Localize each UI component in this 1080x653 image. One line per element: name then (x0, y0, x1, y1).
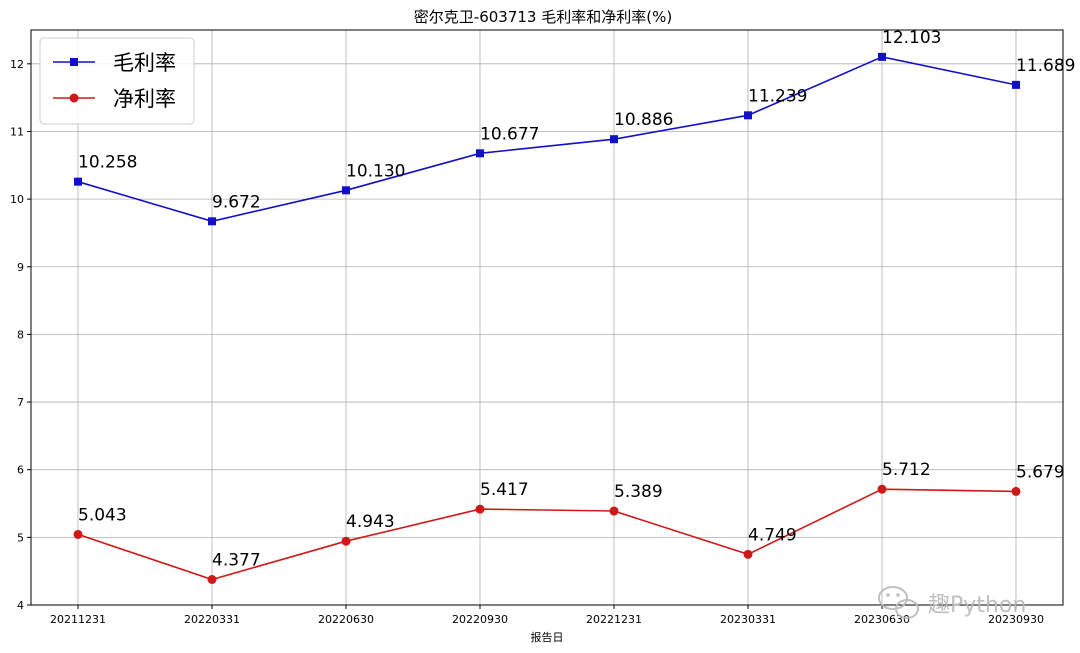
data-point-circle (207, 574, 217, 584)
x-axis-ticks: 20211231 20220331 20220630 20220930 20221231… (50, 605, 1044, 626)
x-tick-label: 20220930 (452, 613, 508, 626)
data-point-square (208, 217, 216, 226)
data-point-circle (1011, 486, 1021, 496)
legend-label-gross: 毛利率 (113, 51, 176, 75)
data-label: 5.712 (882, 460, 931, 480)
data-label: 10.677 (480, 124, 539, 144)
data-point-square (744, 111, 752, 120)
data-label: 9.672 (212, 192, 261, 212)
y-tick-label: 5 (17, 531, 24, 544)
data-label: 4.749 (748, 525, 797, 545)
data-point-circle (73, 529, 83, 539)
y-tick-label: 4 (17, 599, 24, 612)
data-label: 5.679 (1016, 462, 1065, 482)
x-tick-label: 20230630 (854, 613, 910, 626)
data-point-square (878, 52, 886, 61)
y-axis-ticks: 4 5 6 7 8 9 10 11 12 (10, 58, 31, 612)
y-tick-label: 12 (10, 58, 24, 71)
watermark: 趣Python (878, 586, 1026, 619)
data-label: 5.417 (480, 480, 529, 500)
watermark-text: 趣Python (928, 593, 1026, 618)
data-point-circle (341, 536, 351, 546)
legend: 毛利率 净利率 (39, 37, 195, 125)
data-point-circle (743, 549, 753, 559)
data-label: 12.103 (882, 28, 941, 48)
x-tick-label: 20220331 (184, 613, 240, 626)
data-label: 4.943 (346, 512, 395, 532)
x-tick-label: 20221231 (586, 613, 642, 626)
y-tick-label: 8 (17, 328, 24, 341)
data-label: 5.043 (78, 505, 127, 525)
x-axis-title: 报告日 (531, 630, 564, 644)
legend-box (39, 37, 195, 125)
data-point-square (1012, 80, 1020, 89)
data-label: 10.258 (78, 153, 137, 173)
legend-marker-gross (70, 58, 78, 66)
data-label: 5.389 (614, 482, 663, 502)
x-tick-label: 20211231 (50, 613, 106, 626)
y-tick-label: 11 (10, 125, 24, 138)
data-label: 4.377 (212, 550, 261, 570)
data-label: 10.130 (346, 161, 405, 181)
y-tick-label: 10 (10, 193, 24, 206)
data-point-circle (609, 506, 619, 516)
series-line-1 (77, 488, 1017, 581)
data-label: 11.239 (748, 86, 807, 106)
x-tick-label: 20230930 (988, 613, 1044, 626)
data-point-circle (475, 504, 485, 514)
series-line-0 (77, 56, 1017, 223)
legend-label-net: 净利率 (113, 87, 176, 111)
data-point-square (74, 177, 82, 186)
data-point-square (610, 135, 618, 144)
data-point-square (342, 186, 350, 195)
data-label: 10.886 (614, 110, 673, 130)
y-tick-label: 9 (17, 261, 24, 274)
series-layer (73, 52, 1021, 584)
wechat-icon (878, 586, 919, 619)
data-point-circle (877, 484, 887, 494)
data-point-square (476, 149, 484, 158)
y-tick-label: 6 (17, 464, 24, 477)
data-label: 11.689 (1016, 56, 1075, 76)
y-tick-label: 7 (17, 396, 24, 409)
chart-title: 密尔克卫-603713 毛利率和净利率(%) (414, 8, 672, 26)
legend-marker-net (69, 93, 79, 103)
x-tick-label: 20230331 (720, 613, 776, 626)
data-labels: 10.258 9.672 10.130 10.677 10.886 11.239 12.10… (78, 28, 1075, 571)
x-tick-label: 20220630 (318, 613, 374, 626)
plot-frame (30, 29, 1064, 606)
